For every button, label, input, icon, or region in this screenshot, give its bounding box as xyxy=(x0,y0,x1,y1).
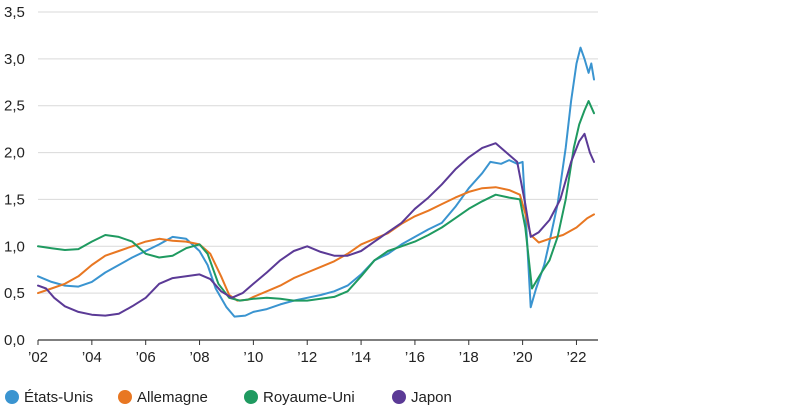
legend-label: Japon xyxy=(411,389,452,406)
y-tick-label: 2,5 xyxy=(4,98,25,115)
x-tick-label: ’06 xyxy=(136,349,156,366)
y-tick-label: 0,5 xyxy=(4,285,25,302)
y-tick-label: 1,5 xyxy=(4,191,25,208)
series-line-1 xyxy=(37,186,595,302)
legend-item-3: Japon xyxy=(392,389,452,406)
series-line-0 xyxy=(37,46,595,318)
x-axis-ticks: ’02 ’04 ’06 ’08 ’10 ’12 ’14 ’16 ’18 ’20 ’22 xyxy=(28,340,586,366)
legend-swatch xyxy=(118,390,132,404)
legend-item-2: Royaume-Uni xyxy=(244,389,355,406)
legend-item-1: Allemagne xyxy=(118,389,208,406)
legend-item-0: États-Unis xyxy=(5,389,93,406)
y-tick-label: 2,0 xyxy=(4,145,25,162)
x-tick-label: ’12 xyxy=(297,349,317,366)
series-line-2 xyxy=(37,100,595,302)
y-tick-label: 3,5 xyxy=(4,4,25,21)
y-tick-label: 1,0 xyxy=(4,238,25,255)
legend-label: Royaume-Uni xyxy=(263,389,355,406)
legend-label: Allemagne xyxy=(137,389,208,406)
legend-swatch xyxy=(5,390,19,404)
x-tick-label: ’18 xyxy=(459,349,479,366)
x-tick-label: ’14 xyxy=(351,349,371,366)
series-lines xyxy=(37,46,595,318)
x-tick-label: ’02 xyxy=(28,349,48,366)
y-tick-label: 0,0 xyxy=(4,332,25,349)
y-axis-ticks: 0,0 0,5 1,0 1,5 2,0 2,5 3,0 3,5 xyxy=(4,4,25,349)
legend: États-Unis Allemagne Royaume-Uni Japon xyxy=(5,389,452,406)
legend-label: États-Unis xyxy=(24,389,93,406)
x-tick-label: ’22 xyxy=(566,349,586,366)
x-tick-label: ’10 xyxy=(243,349,263,366)
x-tick-label: ’16 xyxy=(405,349,425,366)
legend-swatch xyxy=(392,390,406,404)
x-tick-label: ’20 xyxy=(513,349,533,366)
x-tick-label: ’08 xyxy=(190,349,210,366)
y-tick-label: 3,0 xyxy=(4,51,25,68)
series-line-3 xyxy=(37,132,595,317)
x-tick-label: ’04 xyxy=(82,349,102,366)
legend-swatch xyxy=(244,390,258,404)
